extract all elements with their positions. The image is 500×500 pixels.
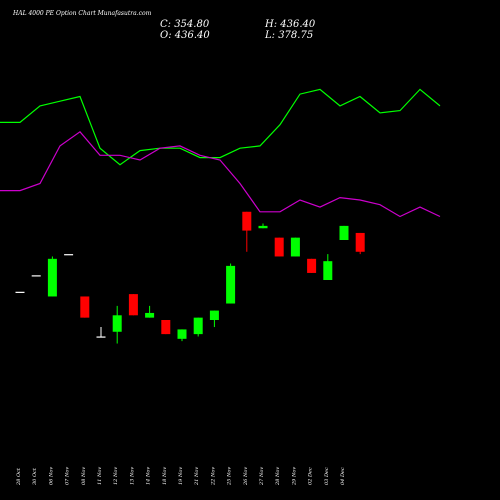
candle-body	[323, 261, 333, 280]
x-tick-label: 26 Nov	[243, 467, 249, 486]
candle	[339, 225, 349, 240]
candle	[209, 310, 219, 328]
candle	[193, 317, 203, 337]
candle-body	[193, 317, 203, 335]
x-tick-label: 04 Dec	[340, 467, 346, 485]
candle	[258, 223, 268, 229]
candle-body	[128, 294, 138, 316]
x-tick-label: 27 Nov	[259, 467, 265, 486]
x-tick-label: 30 Oct	[32, 467, 38, 485]
candle-body	[209, 310, 219, 320]
candle	[80, 296, 90, 318]
x-tick-label: 03 Dec	[324, 467, 330, 485]
high-readout: H: 436.40	[264, 19, 316, 30]
x-tick-label: 25 Nov	[227, 467, 233, 486]
candle	[161, 320, 171, 335]
x-tick-label: 29 Nov	[291, 467, 297, 486]
candle	[128, 294, 138, 316]
indicator-lines	[0, 88, 441, 218]
candle-body	[112, 315, 122, 332]
candle-body	[177, 329, 187, 339]
x-tick-label: 28 Nov	[275, 467, 281, 486]
x-tick-label: 21 Nov	[194, 467, 200, 486]
x-tick-label: 14 Nov	[146, 467, 152, 485]
x-tick-label: 22 Nov	[210, 467, 216, 486]
candle	[112, 305, 122, 344]
low-readout: L: 378.75	[264, 30, 313, 41]
candle-body	[290, 237, 300, 257]
candle-body	[307, 258, 317, 273]
candle	[355, 232, 365, 255]
candle	[96, 327, 106, 338]
x-tick-label: 12 Nov	[113, 467, 119, 485]
candle-body	[355, 232, 365, 252]
candle-body	[226, 265, 236, 304]
x-tick-label: 07 Nov	[65, 467, 71, 485]
candle	[226, 263, 236, 304]
candle	[274, 237, 284, 257]
candle-body	[161, 320, 171, 335]
x-tick-label: 11 Nov	[97, 467, 103, 485]
x-axis-labels: 28 Oct 30 Oct 06 Nov 07 Nov 08 Nov 11 Nov 12 N…	[16, 467, 346, 486]
candle	[47, 256, 57, 297]
candle	[242, 211, 252, 252]
candle-body	[31, 275, 41, 277]
candle	[307, 258, 317, 273]
candle-body	[258, 225, 268, 229]
candle	[64, 254, 74, 256]
x-tick-label: 13 Nov	[129, 467, 135, 485]
x-tick-label: 19 Nov	[178, 467, 184, 485]
candle-body	[145, 312, 155, 318]
indicator-line-1	[0, 88, 441, 166]
x-tick-label: 28 Oct	[16, 467, 22, 486]
candle-body	[274, 237, 284, 257]
close-readout: C: 354.80	[160, 19, 210, 30]
candle-body	[96, 336, 106, 338]
candle	[31, 275, 41, 277]
candle	[15, 291, 25, 293]
candles	[15, 211, 365, 344]
candle-body	[64, 254, 74, 256]
candle-body	[80, 296, 90, 318]
candle	[177, 329, 187, 342]
candle	[323, 254, 333, 280]
x-tick-label: 18 Nov	[162, 467, 168, 485]
open-readout: O: 436.40	[160, 30, 210, 41]
x-tick-label: 02 Dec	[308, 467, 314, 485]
candle-body	[15, 291, 25, 293]
x-tick-label: 06 Nov	[48, 467, 54, 485]
candle	[290, 237, 300, 257]
candle-body	[47, 258, 57, 297]
candle-body	[339, 225, 349, 240]
chart-title: HAL 4000 PE Option Chart Munafasutra.com	[12, 10, 152, 17]
candle	[145, 305, 155, 318]
x-tick-label: 08 Nov	[81, 467, 87, 485]
indicator-line-2	[0, 130, 441, 218]
candle-body	[242, 211, 252, 231]
